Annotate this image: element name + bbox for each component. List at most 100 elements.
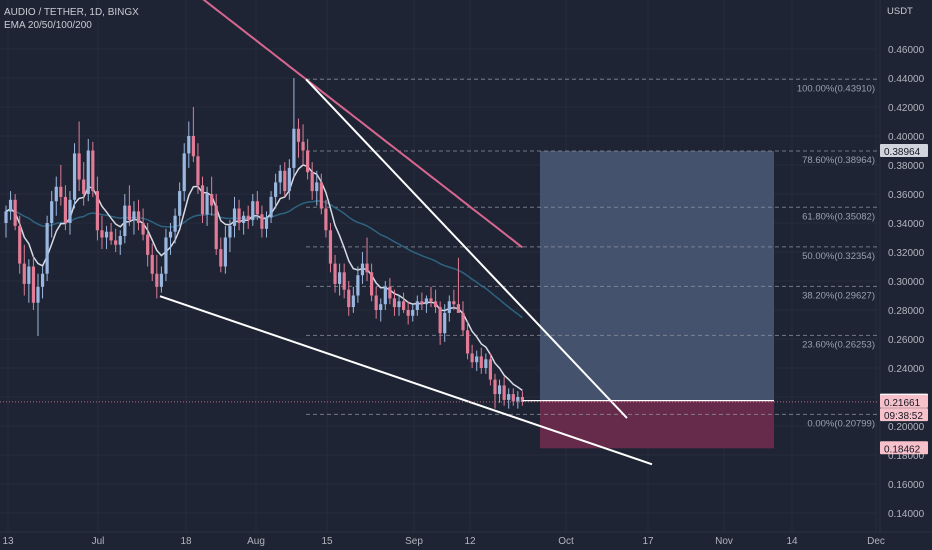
- lower-trendline[interactable]: [159, 295, 653, 466]
- candle[interactable]: [392, 298, 397, 308]
- candle[interactable]: [406, 310, 410, 316]
- candle[interactable]: [465, 330, 470, 354]
- candle[interactable]: [507, 394, 511, 400]
- candle[interactable]: [219, 249, 223, 267]
- candle[interactable]: [287, 167, 291, 192]
- candle[interactable]: [388, 286, 392, 299]
- candle[interactable]: [479, 356, 483, 368]
- candle[interactable]: [456, 304, 461, 313]
- candle[interactable]: [100, 230, 104, 238]
- candle[interactable]: [260, 214, 264, 229]
- candle[interactable]: [347, 289, 351, 308]
- candle[interactable]: [141, 223, 145, 235]
- candle[interactable]: [383, 286, 387, 305]
- candle[interactable]: [452, 301, 456, 305]
- candle[interactable]: [127, 205, 131, 221]
- candle[interactable]: [237, 208, 241, 224]
- candle[interactable]: [187, 136, 191, 154]
- candle[interactable]: [22, 263, 26, 284]
- candle[interactable]: [516, 397, 520, 402]
- candle[interactable]: [200, 185, 205, 215]
- candle[interactable]: [118, 236, 122, 245]
- candle[interactable]: [401, 301, 406, 310]
- candle[interactable]: [196, 156, 200, 186]
- candle[interactable]: [475, 356, 479, 363]
- candle[interactable]: [306, 150, 310, 173]
- candle[interactable]: [72, 153, 77, 200]
- candle[interactable]: [296, 128, 301, 142]
- candle[interactable]: [255, 201, 259, 215]
- candle[interactable]: [123, 205, 127, 237]
- candle[interactable]: [150, 254, 154, 274]
- candle[interactable]: [31, 266, 36, 303]
- candle[interactable]: [50, 201, 54, 223]
- candle[interactable]: [59, 186, 63, 197]
- candle[interactable]: [374, 295, 378, 311]
- upper-trendline[interactable]: [305, 78, 628, 419]
- candle[interactable]: [210, 194, 214, 206]
- candle[interactable]: [146, 234, 150, 255]
- candle[interactable]: [109, 231, 113, 241]
- candle[interactable]: [438, 307, 442, 334]
- candle[interactable]: [470, 353, 474, 363]
- candle[interactable]: [77, 153, 81, 180]
- candle[interactable]: [497, 385, 502, 395]
- candle[interactable]: [114, 240, 118, 245]
- candle[interactable]: [155, 273, 159, 287]
- candle[interactable]: [191, 136, 195, 157]
- candle[interactable]: [86, 150, 90, 195]
- candle[interactable]: [301, 141, 305, 151]
- candle[interactable]: [232, 208, 237, 226]
- candle[interactable]: [95, 191, 99, 231]
- profit-zone[interactable]: [540, 151, 774, 401]
- candle[interactable]: [54, 186, 58, 202]
- candle[interactable]: [338, 272, 342, 284]
- candle[interactable]: [397, 301, 401, 308]
- candle[interactable]: [214, 205, 218, 250]
- candle[interactable]: [132, 211, 136, 221]
- candle[interactable]: [164, 237, 168, 274]
- candle[interactable]: [228, 225, 232, 238]
- candle[interactable]: [447, 301, 451, 313]
- candle[interactable]: [370, 272, 374, 296]
- candle[interactable]: [136, 211, 141, 223]
- candle[interactable]: [310, 172, 314, 192]
- candle[interactable]: [328, 230, 333, 264]
- candle[interactable]: [40, 273, 45, 287]
- candle[interactable]: [520, 397, 525, 402]
- candle[interactable]: [8, 199, 13, 212]
- candle[interactable]: [168, 231, 173, 238]
- candle[interactable]: [205, 194, 209, 215]
- candle[interactable]: [443, 312, 447, 334]
- candle[interactable]: [488, 359, 493, 380]
- candle[interactable]: [411, 310, 415, 316]
- candle[interactable]: [13, 199, 17, 226]
- candle[interactable]: [91, 150, 95, 192]
- candle[interactable]: [379, 304, 383, 310]
- candle[interactable]: [433, 301, 438, 308]
- candle[interactable]: [182, 153, 186, 192]
- candle[interactable]: [351, 295, 355, 308]
- candle[interactable]: [420, 301, 424, 305]
- candle[interactable]: [36, 286, 40, 303]
- candle[interactable]: [242, 215, 246, 223]
- candle[interactable]: [333, 263, 337, 284]
- candle[interactable]: [45, 223, 49, 274]
- candle[interactable]: [269, 196, 273, 218]
- candle[interactable]: [159, 273, 163, 287]
- candle[interactable]: [360, 263, 365, 276]
- candle[interactable]: [292, 128, 296, 168]
- candle[interactable]: [274, 182, 278, 197]
- candle[interactable]: [484, 359, 488, 368]
- candle[interactable]: [246, 215, 250, 221]
- candle[interactable]: [415, 301, 419, 310]
- candle[interactable]: [461, 312, 465, 331]
- candle[interactable]: [324, 208, 328, 231]
- candle[interactable]: [4, 211, 8, 223]
- candle[interactable]: [493, 379, 497, 395]
- candle[interactable]: [173, 215, 177, 232]
- candle[interactable]: [429, 298, 433, 302]
- candle[interactable]: [223, 237, 227, 267]
